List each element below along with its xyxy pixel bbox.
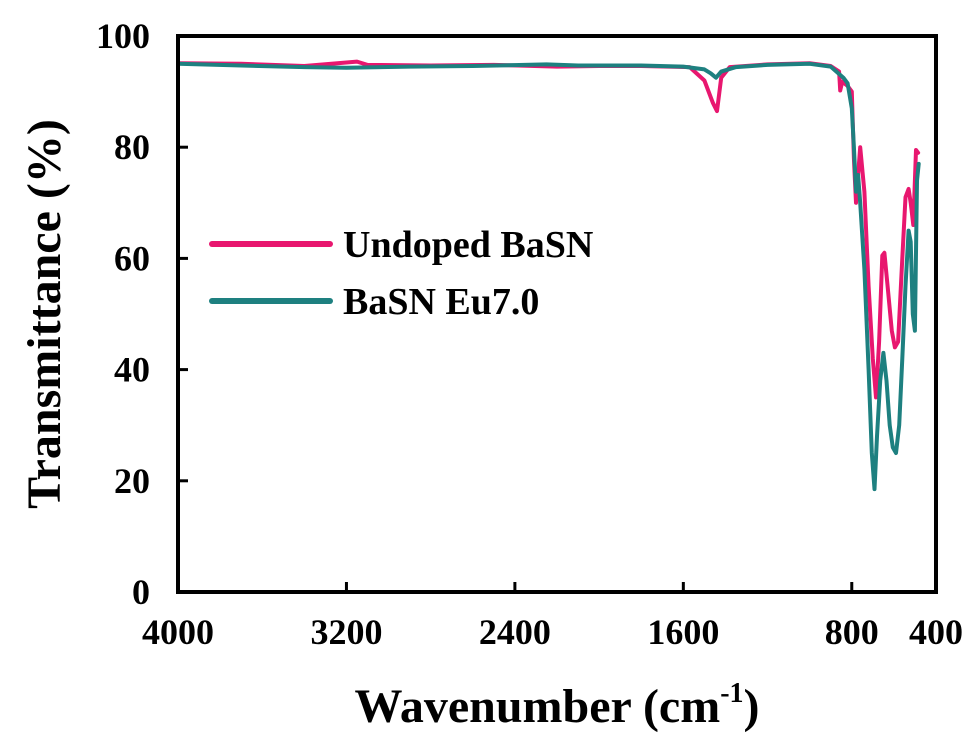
- x-tick-label: 1600: [647, 612, 719, 652]
- legend-label: Undoped BaSN: [343, 224, 593, 266]
- series-line-2: [176, 61, 921, 492]
- y-tick-label: 40: [114, 350, 150, 390]
- x-tick-label: 4000: [142, 612, 214, 652]
- legend-label: BaSN Eu7.0: [343, 281, 539, 323]
- x-tick-label: 400: [909, 612, 963, 652]
- x-axis-title-main: Wavenumber (cm: [354, 680, 720, 733]
- x-tick-label: 2400: [479, 612, 551, 652]
- plot-frame: [176, 34, 938, 594]
- y-axis-title: Transmittance (%): [18, 119, 71, 509]
- x-axis-title-superscript: -1: [720, 678, 743, 709]
- x-tick-label: 3200: [310, 612, 382, 652]
- x-axis-title: Wavenumber (cm-1): [354, 678, 759, 733]
- series-lines: [176, 59, 921, 492]
- y-tick-label: 80: [114, 127, 150, 167]
- y-tick-label: 0: [132, 572, 150, 612]
- x-tick-label: 800: [825, 612, 879, 652]
- legend: Undoped BaSN BaSN Eu7.0: [209, 224, 593, 323]
- y-tick-label: 100: [96, 16, 150, 56]
- y-tick-label: 60: [114, 238, 150, 278]
- y-tick-label: 20: [114, 461, 150, 501]
- x-axis-title-end: ): [744, 680, 760, 733]
